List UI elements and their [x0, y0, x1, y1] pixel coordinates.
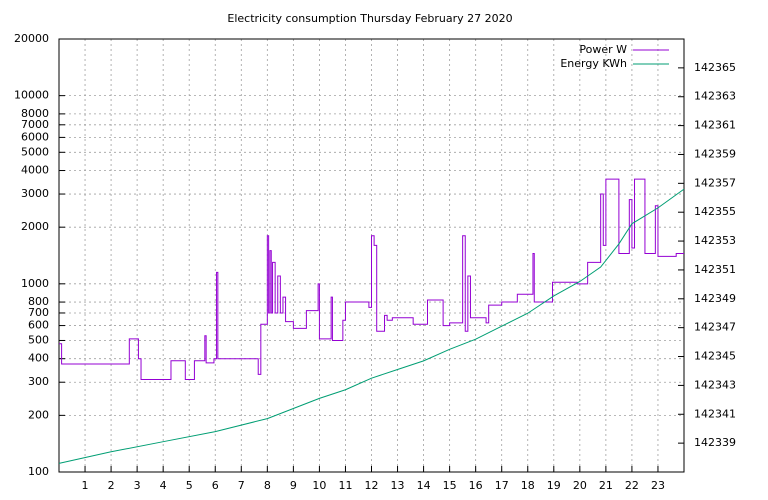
y-tick-label: 200 [28, 408, 49, 421]
x-tick-label: 18 [521, 479, 535, 492]
y-tick-label: 10000 [14, 89, 49, 102]
x-tick-label: 2 [108, 479, 115, 492]
series-line [59, 178, 684, 381]
y2-tick-label: 142361 [694, 119, 736, 132]
x-tick-label: 7 [238, 479, 245, 492]
y-tick-label: 700 [28, 306, 49, 319]
x-tick-label: 13 [391, 479, 405, 492]
y-tick-label: 100 [28, 465, 49, 478]
y-tick-label: 1000 [21, 277, 49, 290]
y2-tick-label: 142363 [694, 90, 736, 103]
plot-border [58, 38, 685, 473]
x-tick-label: 5 [186, 479, 193, 492]
y-tick-label: 7000 [21, 118, 49, 131]
chart-title: Electricity consumption Thursday Februar… [227, 12, 512, 25]
x-tick-label: 22 [625, 479, 639, 492]
x-tick-label: 16 [469, 479, 483, 492]
y2-tick-label: 142339 [694, 436, 736, 449]
y2-tick-label: 142359 [694, 147, 736, 160]
legend-label: Energy KWh [560, 57, 627, 70]
series-line [58, 188, 685, 464]
y2-tick-label: 142365 [694, 61, 736, 74]
y-tick-label: 300 [28, 375, 49, 388]
x-tick-label: 9 [290, 479, 297, 492]
y-tick-label: 600 [28, 319, 49, 332]
x-tick-label: 6 [212, 479, 219, 492]
y-tick-label: 6000 [21, 130, 49, 143]
y-tick-label: 400 [28, 352, 49, 365]
x-tick-label: 12 [365, 479, 379, 492]
y2-tick-label: 142355 [694, 205, 736, 218]
x-tick-label: 17 [495, 479, 509, 492]
x-tick-label: 3 [134, 479, 141, 492]
y-tick-label: 500 [28, 333, 49, 346]
x-tick-label: 14 [417, 479, 431, 492]
x-tick-label: 21 [599, 479, 613, 492]
y2-tick-label: 142345 [694, 350, 736, 363]
y2-tick-label: 142347 [694, 321, 736, 334]
y2-tick-label: 142353 [694, 234, 736, 247]
x-tick-label: 1 [82, 479, 89, 492]
y2-tick-label: 142351 [694, 263, 736, 276]
x-tick-label: 20 [573, 479, 587, 492]
y-tick-label: 800 [28, 295, 49, 308]
y-tick-label: 20000 [14, 32, 49, 45]
y2-tick-label: 142357 [694, 176, 736, 189]
x-tick-label: 4 [160, 479, 167, 492]
x-tick-label: 8 [264, 479, 271, 492]
x-tick-label: 19 [547, 479, 561, 492]
x-tick-label: 15 [443, 479, 457, 492]
y-tick-label: 2000 [21, 220, 49, 233]
y-tick-label: 5000 [21, 145, 49, 158]
y-tick-label: 4000 [21, 164, 49, 177]
y2-tick-label: 142349 [694, 292, 736, 305]
y2-tick-label: 142343 [694, 378, 736, 391]
legend-label: Power W [579, 43, 627, 56]
y-tick-label: 8000 [21, 107, 49, 120]
y2-tick-label: 142341 [694, 407, 736, 420]
x-tick-label: 23 [651, 479, 665, 492]
x-tick-label: 10 [312, 479, 326, 492]
x-tick-label: 11 [338, 479, 352, 492]
y-tick-label: 3000 [21, 187, 49, 200]
